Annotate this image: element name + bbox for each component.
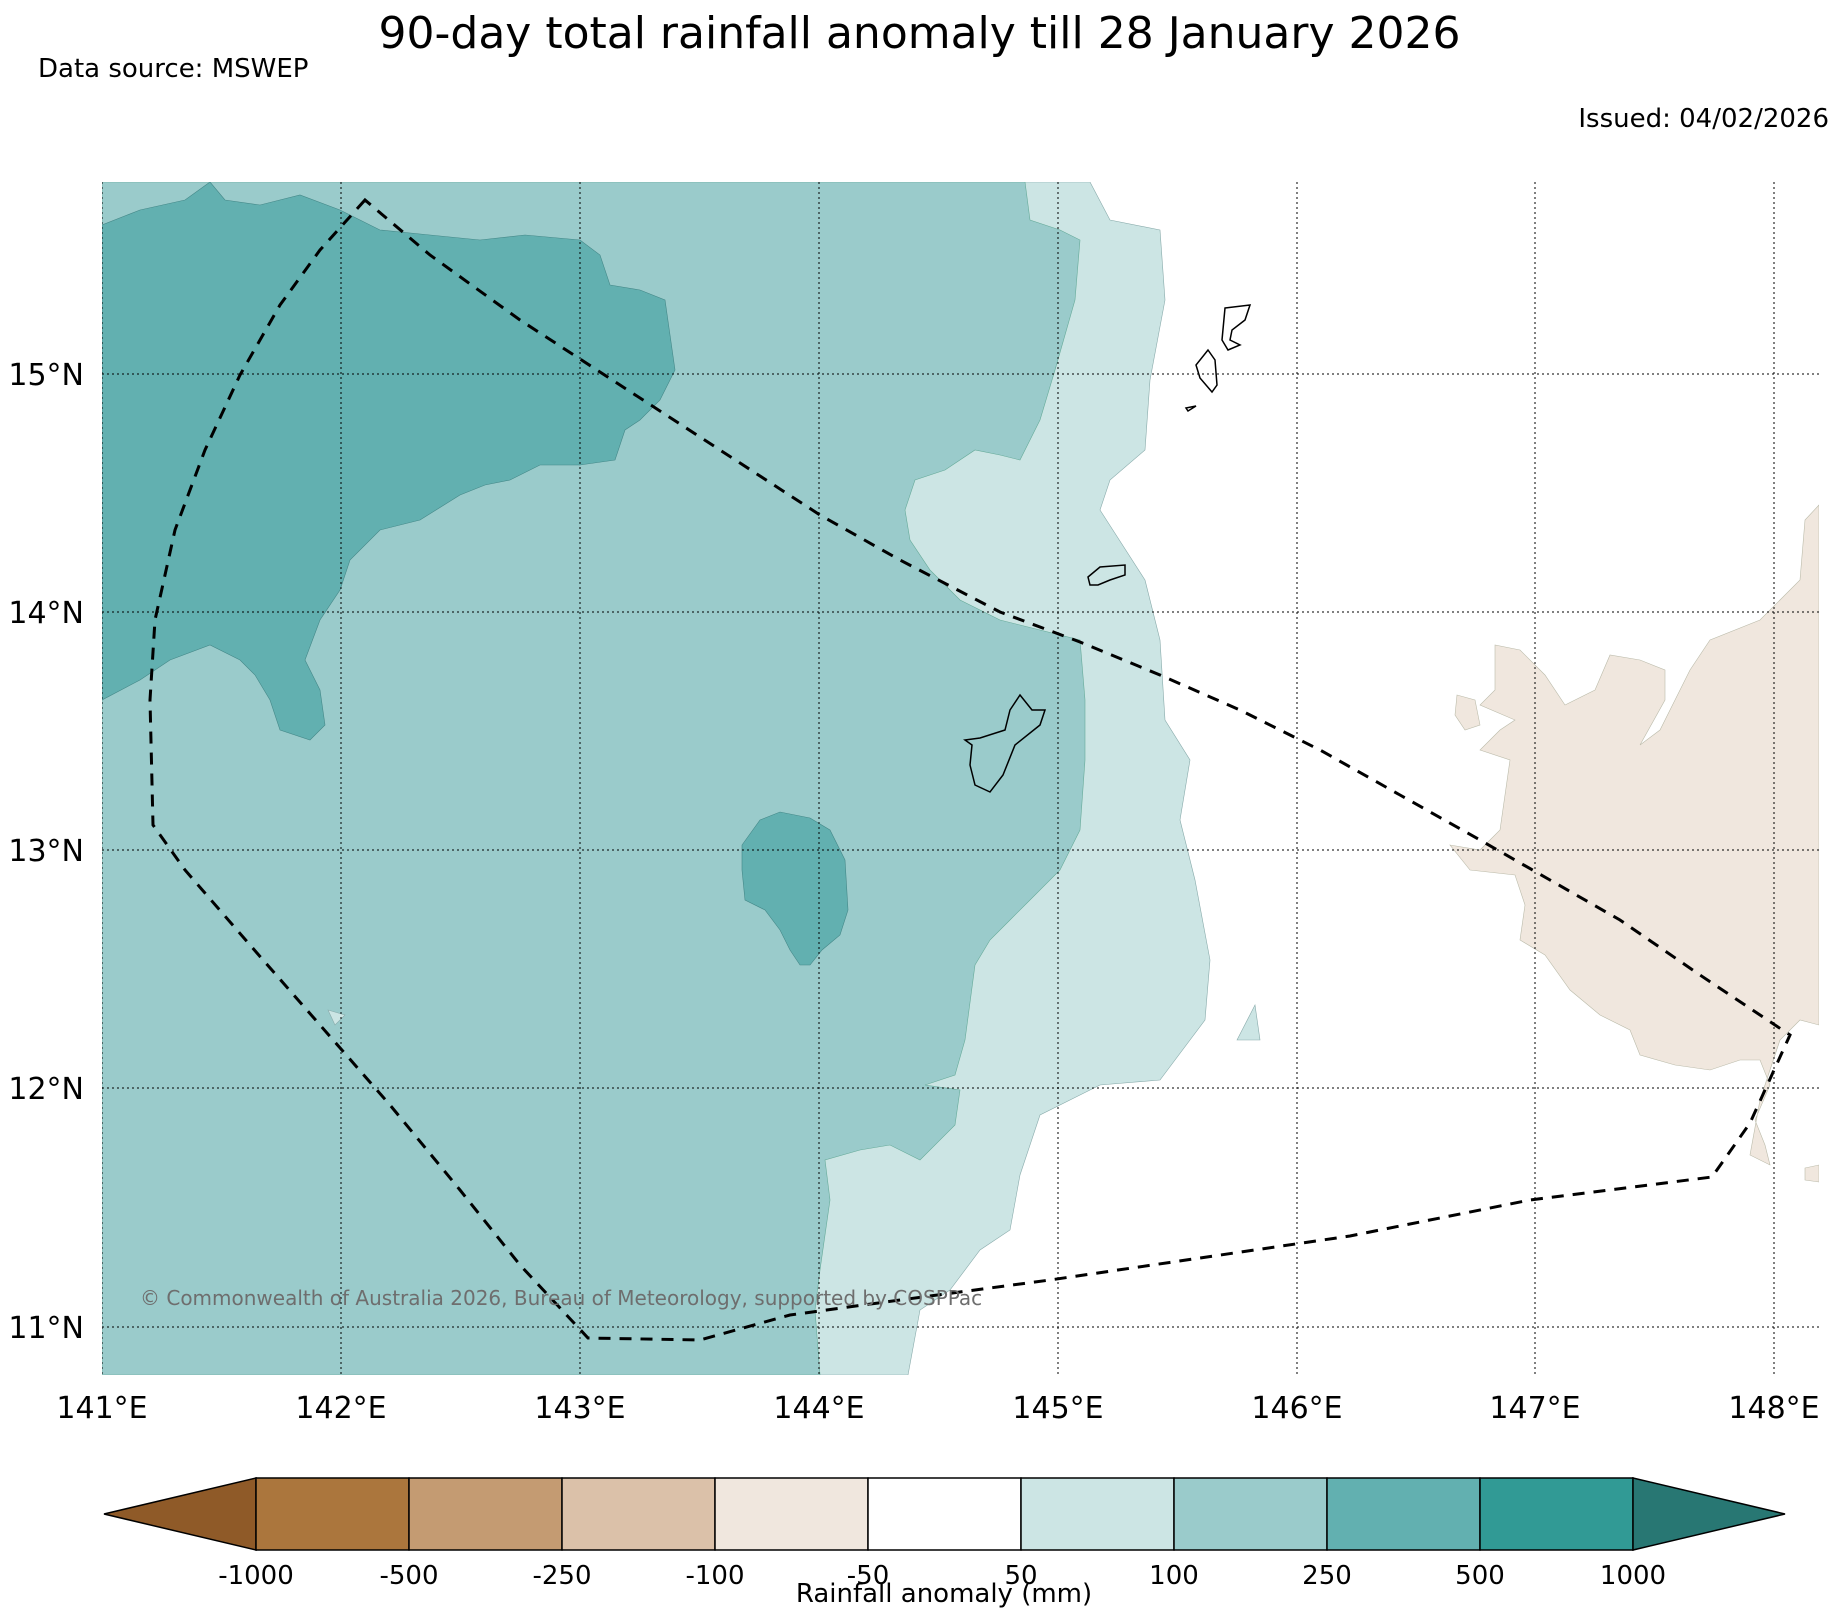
cb-tick-minus100: -100: [685, 1561, 744, 1591]
colorbar-bin-minus250-minus100: [561, 1477, 716, 1551]
lon-label-147: 147°E: [1489, 1391, 1580, 1426]
colorbar-bin-100-250: [1173, 1477, 1328, 1551]
cb-tick-minus500: -500: [379, 1561, 438, 1591]
anomaly-patch-minus100-minus50-small: [1454, 694, 1481, 731]
cb-tick-500: 500: [1455, 1561, 1505, 1591]
cb-tick-1000: 1000: [1600, 1561, 1666, 1591]
cb-tick-minus250: -250: [532, 1561, 591, 1591]
lat-label-13: 13°N: [8, 834, 84, 869]
map-area: [102, 182, 1819, 1375]
colorbar-label: Rainfall anomaly (mm): [796, 1579, 1092, 1609]
coastlines: [963, 304, 1252, 793]
lon-label-142: 142°E: [295, 1391, 386, 1426]
colorbar-bin-50-100: [1020, 1477, 1175, 1551]
lon-label-148: 148°E: [1728, 1391, 1819, 1426]
anomaly-region-250-500-northwest: [102, 182, 676, 741]
colorbar-bin-500-1000: [1479, 1477, 1634, 1551]
island-outline-north-2: [1195, 348, 1218, 394]
lon-label-144: 144°E: [773, 1391, 864, 1426]
data-source-label: Data source: MSWEP: [38, 54, 309, 84]
anomaly-patch-minus100-minus50-edge: [1804, 1164, 1819, 1183]
colorbar-ticks: -1000 -500 -250 -100 -50 50 100 250 500 …: [218, 1561, 1666, 1591]
lat-label-11: 11°N: [8, 1311, 84, 1346]
island-outline-north-3: [1184, 405, 1197, 413]
issued-date-label: Issued: 04/02/2026: [1578, 104, 1829, 134]
colorbar-bin-minus1000-minus500: [255, 1477, 410, 1551]
lon-label-145: 145°E: [1012, 1391, 1103, 1426]
colorbar-bin-minus100-minus50: [714, 1477, 869, 1551]
guam-island-outline: [963, 693, 1047, 793]
graticule: [102, 182, 1819, 1375]
cb-tick-minus50: -50: [847, 1561, 889, 1591]
colorbar-extend-high: [1632, 1477, 1786, 1551]
cb-tick-50: 50: [1004, 1561, 1037, 1591]
lat-label-12: 12°N: [8, 1072, 84, 1107]
eez-boundary-dashed: [148, 197, 1792, 1342]
lon-label-141: 141°E: [56, 1391, 147, 1426]
colorbar-bin-minus500-minus250: [408, 1477, 563, 1551]
island-outline-mid: [1087, 564, 1126, 586]
colorbar-bin-250-500: [1326, 1477, 1481, 1551]
cb-tick-100: 100: [1149, 1561, 1199, 1591]
colorbar-bin-minus50-50: [867, 1477, 1022, 1551]
cb-tick-250: 250: [1302, 1561, 1352, 1591]
island-outline-north-1: [1221, 304, 1252, 351]
lon-label-143: 143°E: [534, 1391, 625, 1426]
map-title: 90-day total rainfall anomaly till 28 Ja…: [378, 8, 1461, 59]
longitude-labels: 141°E 142°E 143°E 144°E 145°E 146°E 147°…: [56, 1391, 1819, 1426]
anomaly-patch-50-100-small: [1236, 1004, 1261, 1041]
colorbar-extend-low: [103, 1477, 257, 1551]
lat-label-15: 15°N: [8, 358, 84, 393]
anomaly-region-minus100-minus50: [1449, 504, 1819, 1166]
copyright-notice: © Commonwealth of Australia 2026, Bureau…: [140, 1286, 983, 1310]
latitude-labels: 15°N 14°N 13°N 12°N 11°N: [8, 358, 84, 1346]
lat-label-14: 14°N: [8, 596, 84, 631]
colorbar: [103, 1477, 1786, 1551]
lon-label-146: 146°E: [1251, 1391, 1342, 1426]
cb-tick-minus1000: -1000: [218, 1561, 294, 1591]
